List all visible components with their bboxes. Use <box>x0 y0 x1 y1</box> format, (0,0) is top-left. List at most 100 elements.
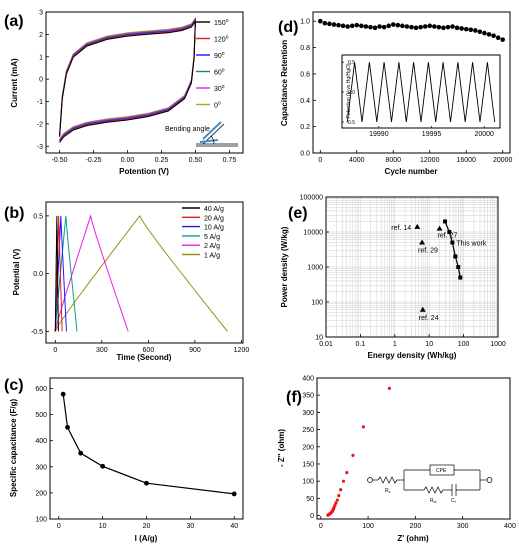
x-ticks-c: 0 10 20 30 40 <box>57 516 238 530</box>
plot-frame-f <box>316 377 511 520</box>
ylabel-c: Specific capacitance (F/g) <box>9 399 18 498</box>
y-tick-label: 2 <box>39 32 43 39</box>
cv-curve-60 <box>59 17 196 141</box>
y-tick-label: 200 <box>302 444 314 451</box>
retention-point <box>495 35 501 40</box>
y-tick-label: 1.0 <box>300 19 310 26</box>
retention-point <box>450 24 455 29</box>
panel-label-b: (b) <box>4 205 24 222</box>
x-tick-label: 0.01 <box>319 341 333 348</box>
y-tick-label: 350 <box>302 393 314 400</box>
retention-point <box>386 23 391 29</box>
inset-y-tick-label: 0.5 <box>348 60 355 66</box>
retention-point <box>377 24 382 29</box>
panel-label-f: (f) <box>286 389 302 406</box>
retention-point <box>331 22 337 27</box>
capacitance-series <box>60 391 237 497</box>
y-tick-label: 0.4 <box>300 98 310 105</box>
nyquist-point <box>335 498 339 502</box>
cv-curve-120 <box>59 19 196 142</box>
y-ticks-d: 0.0 0.2 0.4 0.6 0.8 1.0 <box>300 19 316 158</box>
y-tick-label: 100 <box>35 517 47 524</box>
retention-point <box>327 21 332 27</box>
inset-gcd-line <box>346 62 496 123</box>
y-tick-label: -0.5 <box>31 329 43 336</box>
x-tick-label: 0.50 <box>189 157 203 164</box>
capacitance-point <box>78 450 84 456</box>
retention-point <box>363 24 369 29</box>
nyquist-point <box>339 488 343 492</box>
cv-curve-30 <box>59 17 196 140</box>
y-tick-label: 100000 <box>300 195 323 202</box>
cv-curves <box>59 16 196 143</box>
inset-ylabel: Potention (V vs Hg/HgO) <box>346 63 352 118</box>
circuit-cpe: CPE <box>436 468 447 474</box>
x-tick-label: 12000 <box>420 157 440 164</box>
y-ticks-b: -0.5 0.0 0.5 <box>31 213 49 336</box>
legend-label-b: 2 A/g <box>204 243 220 250</box>
this-work-point <box>456 265 461 269</box>
retention-point <box>372 25 378 31</box>
legend-label-b: 10 A/g <box>204 225 224 232</box>
retention-point <box>359 23 364 29</box>
nyquist-point <box>345 470 349 475</box>
retention-point <box>395 22 401 28</box>
retention-point <box>436 24 442 30</box>
retention-point <box>477 29 483 35</box>
ref-point <box>419 239 426 245</box>
x-tick-label: 1200 <box>234 347 250 354</box>
annotation-bending-angle: Bending angle <box>165 126 210 133</box>
retention-point <box>468 27 474 33</box>
y-tick-label: 100 <box>311 300 323 307</box>
legend-label-a: 30o <box>214 84 225 93</box>
this-work-point <box>450 240 455 245</box>
legend-label-b: 40 A/g <box>204 206 224 213</box>
y-tick-label: 0.0 <box>33 271 43 278</box>
y-tick-label: 10000 <box>304 230 324 237</box>
circuit-rct: Rct <box>430 498 436 504</box>
nyquist-point <box>387 386 391 390</box>
x-ticks-e: 0.01 0.1 1 10 100 1000 <box>319 334 506 348</box>
nyquist-point <box>337 494 341 498</box>
inset-x-tick-label: 20000 <box>474 131 494 138</box>
retention-point <box>345 24 350 29</box>
retention-point <box>413 25 419 31</box>
y-tick-label: 0.0 <box>300 151 310 158</box>
x-tick-label: 0.75 <box>223 157 237 164</box>
y-tick-label: 0.6 <box>300 71 310 78</box>
nyquist-point <box>333 503 337 507</box>
y-tick-label: 0 <box>39 77 43 84</box>
x-tick-label: 1000 <box>490 341 506 348</box>
gcd-curve <box>54 215 63 332</box>
ylabel-d: Capacitance Retention <box>280 40 289 126</box>
x-ticks-d: 0 4000 8000 12000 16000 20000 <box>318 150 513 164</box>
retention-point <box>317 18 323 24</box>
ragone-points: This work ref. 14 ref. 27 ref. 29 ref. 24 <box>391 219 487 322</box>
retention-point <box>486 32 492 37</box>
this-work-point <box>453 254 458 259</box>
this-work-point <box>447 230 452 234</box>
plot-frame-a <box>45 11 244 154</box>
inset-y-tick-label: -0.5 <box>346 120 355 126</box>
gcd-curve <box>54 215 78 332</box>
x-tick-label: 0 <box>318 157 322 164</box>
panel-label-a: (a) <box>4 13 24 30</box>
this-work-line <box>444 221 461 278</box>
x-ticks-f: 0 100 200 300 400 <box>319 516 516 530</box>
retention-point <box>422 24 428 29</box>
x-tick-label: -0.50 <box>52 157 68 164</box>
y-tick-label: -1 <box>37 99 43 106</box>
x-tick-label: 8000 <box>385 157 401 164</box>
ref-point <box>436 225 443 231</box>
cv-curve-90 <box>59 18 196 142</box>
retention-point <box>473 28 478 33</box>
cv-curve-150 <box>59 19 196 143</box>
legend-a: 150o 120o 90o 60o 30o 0o <box>196 18 229 110</box>
ref-point <box>419 306 426 312</box>
plot-frame-b <box>45 201 244 344</box>
y-tick-label: 10 <box>315 335 323 342</box>
x-tick-label: -0.25 <box>86 157 102 164</box>
gcd-curve <box>54 214 129 332</box>
retention-point <box>400 23 405 29</box>
